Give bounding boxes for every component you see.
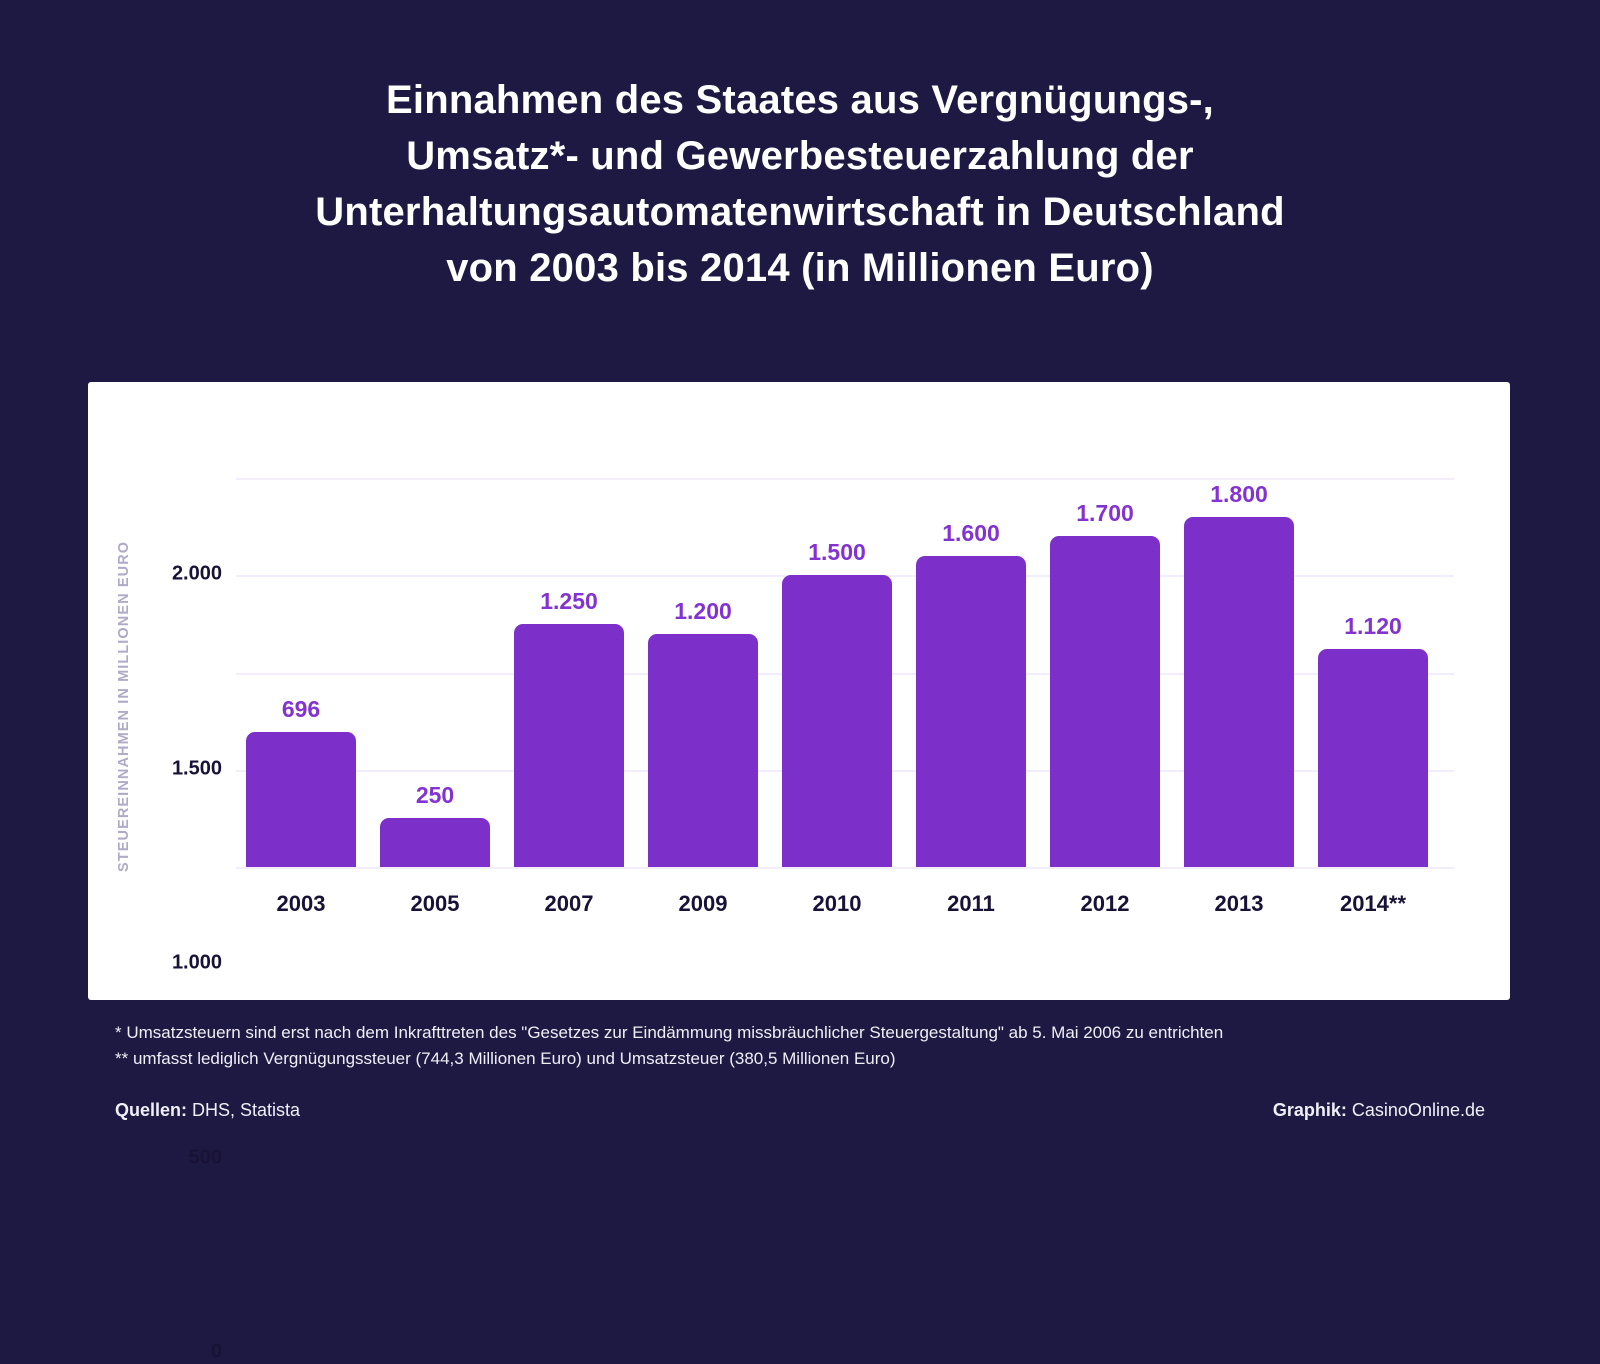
y-axis-title: STEUEREINNAHMEN IN MILLIONEN EURO <box>116 540 132 872</box>
sources-value: DHS, Statista <box>192 1100 301 1120</box>
footnotes: * Umsatzsteuern sind erst nach dem Inkra… <box>115 1020 1223 1072</box>
bar-value-label: 1.700 <box>1076 500 1134 527</box>
x-axis-tick-label: 2013 <box>1214 891 1264 916</box>
bar[interactable] <box>1318 649 1428 867</box>
bar[interactable] <box>1184 516 1294 867</box>
graphic-credit: Graphik: CasinoOnline.de <box>1273 1100 1485 1121</box>
bar-group[interactable]: 696 2003 <box>246 695 356 916</box>
bar-group[interactable]: 1.600 2011 <box>916 519 1026 916</box>
sources-credit: Quellen: DHS, Statista <box>115 1100 300 1121</box>
bar-series: 696 2003 250 2005 1.250 2007 1.200 2009 1.500 201… <box>246 382 1440 1000</box>
bar[interactable] <box>916 555 1026 867</box>
plot-area: 0 500 1.000 1.500 2.000 696 2003 250 2005 1.250 2… <box>172 382 1454 1363</box>
page-title-line-3: Unterhaltungsautomatenwirtschaft in Deut… <box>315 190 1285 234</box>
bar-value-label: 696 <box>281 695 321 722</box>
bar[interactable] <box>514 623 624 867</box>
bar-value-label: 1.200 <box>674 597 732 624</box>
x-axis-tick-label: 2003 <box>276 891 326 916</box>
chart-panel: STEUEREINNAHMEN IN MILLIONEN EURO 0 500 1.… <box>88 382 1510 1363</box>
bar-group[interactable]: 1.800 2013 <box>1184 480 1294 916</box>
sources-label: Quellen: <box>115 1100 188 1120</box>
bar[interactable] <box>1050 536 1160 867</box>
bar-group[interactable]: 1.500 2010 <box>782 539 892 916</box>
footnote-2: ** umfasst lediglich Vergnügungssteuer (… <box>115 1049 896 1068</box>
graphic-label: Graphik: <box>1272 1100 1347 1120</box>
x-axis-tick-label: 2009 <box>678 891 728 916</box>
bar-value-label: 1.500 <box>808 539 866 566</box>
bar-value-label: 1.120 <box>1344 613 1402 640</box>
page-title: Einnahmen des Staates aus Vergnügungs-, … <box>0 72 1600 296</box>
y-axis-tick-label: 500 <box>188 1146 222 1168</box>
x-axis-tick-label: 2010 <box>812 891 862 916</box>
bar[interactable] <box>648 633 758 867</box>
bar-group[interactable]: 250 2005 <box>380 782 490 916</box>
x-axis-tick-label: 2011 <box>947 891 995 916</box>
bar[interactable] <box>380 818 490 867</box>
x-axis-tick-label: 2014** <box>1339 891 1407 916</box>
bar-value-label: 1.250 <box>540 587 598 614</box>
bar-group[interactable]: 1.200 2009 <box>648 597 758 916</box>
gridline: 2.000 <box>172 478 1454 585</box>
y-axis-tick-label: 2.000 <box>171 562 222 585</box>
y-axis-tick-label: 1.000 <box>171 951 222 974</box>
x-axis-tick-label: 2012 <box>1080 891 1130 916</box>
bar-value-label: 1.800 <box>1210 480 1268 507</box>
bar-group[interactable]: 1.120 2014** <box>1318 613 1428 916</box>
bar-value-label: 1.600 <box>942 519 1000 546</box>
bar[interactable] <box>246 731 356 867</box>
page-title-line-1: Einnahmen des Staates aus Vergnügungs-, <box>386 78 1214 122</box>
bar[interactable] <box>782 575 892 867</box>
page-title-line-2: Umsatz*- und Gewerbesteuerzahlung der <box>406 134 1194 178</box>
y-axis-tick-label: 0 <box>210 1340 222 1363</box>
x-axis-tick-label: 2005 <box>410 891 460 916</box>
credits: Quellen: DHS, Statista Graphik: CasinoOn… <box>115 1100 1485 1121</box>
page-title-line-4: von 2003 bis 2014 (in Millionen Euro) <box>446 246 1154 290</box>
bar-value-label: 250 <box>415 782 455 809</box>
graphic-value: CasinoOnline.de <box>1351 1100 1485 1120</box>
y-axis-tick-label: 1.500 <box>171 757 222 779</box>
x-axis-tick-label: 2007 <box>544 891 594 916</box>
bar-group[interactable]: 1.700 2012 <box>1050 500 1160 916</box>
bar-group[interactable]: 1.250 2007 <box>514 587 624 916</box>
footnote-1: * Umsatzsteuern sind erst nach dem Inkra… <box>115 1023 1224 1042</box>
